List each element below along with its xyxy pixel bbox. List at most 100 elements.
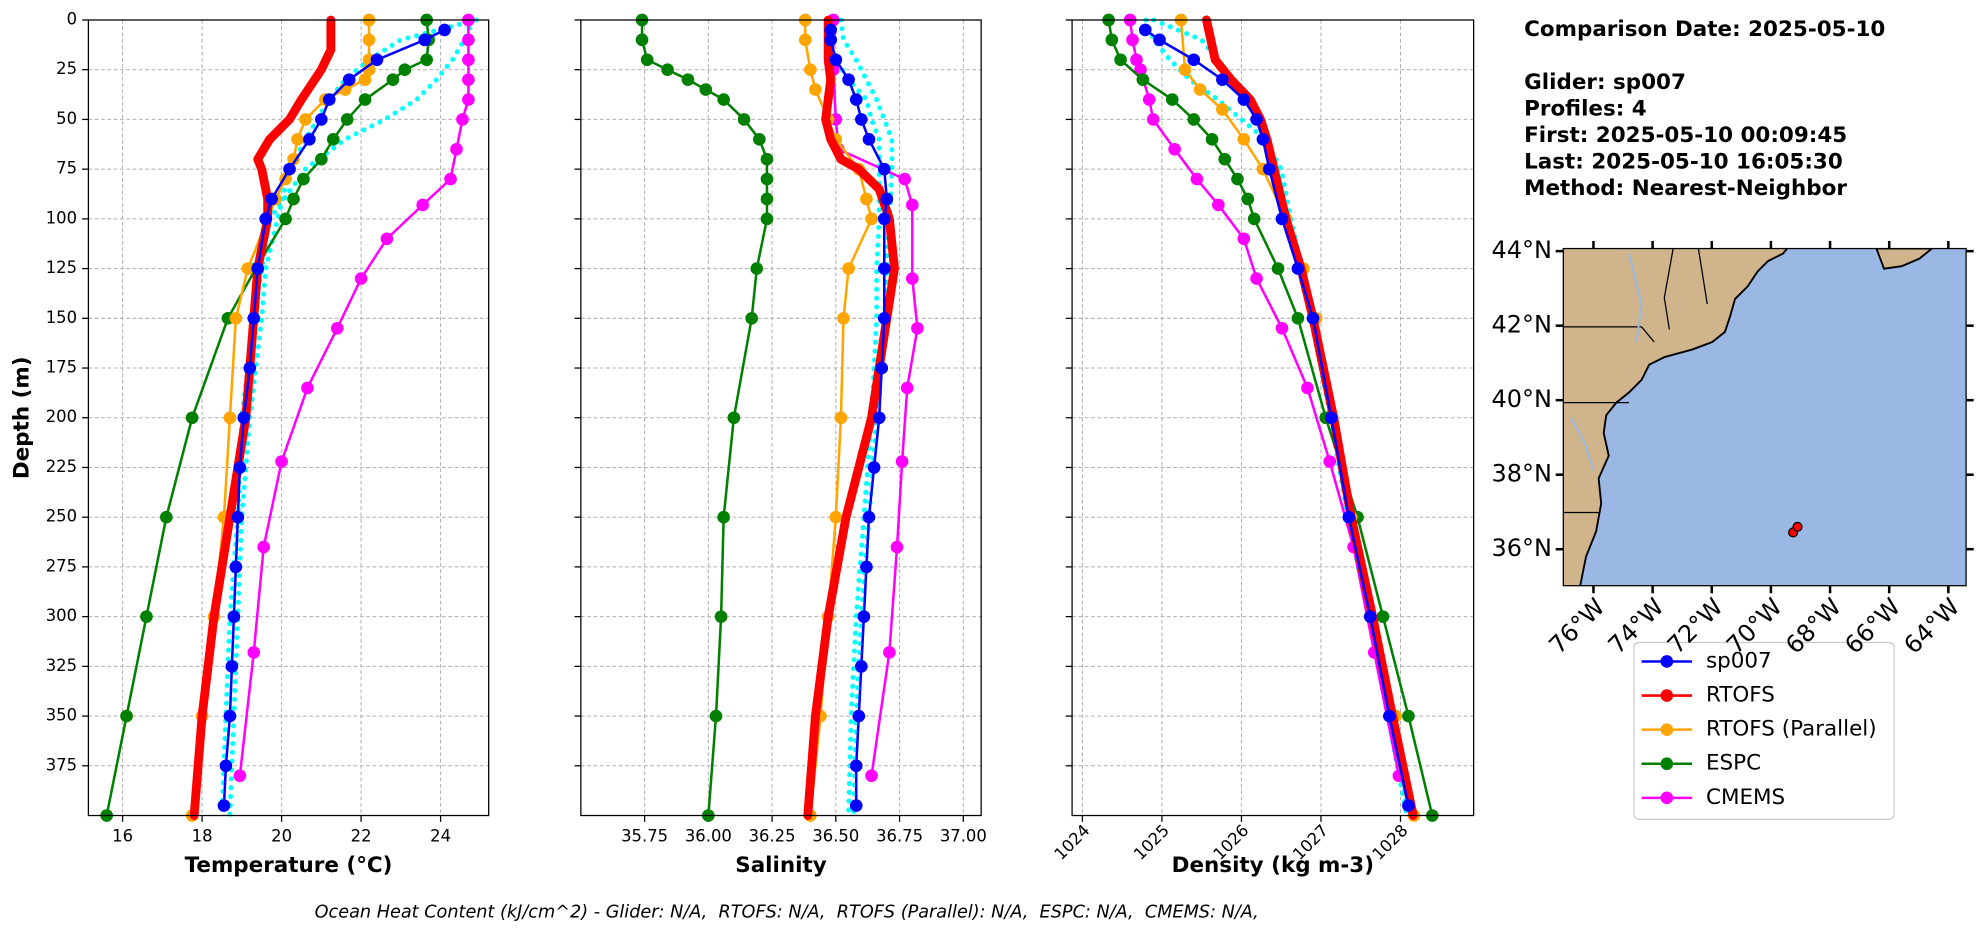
y-tick-label: 44°N: [1491, 236, 1551, 264]
marker: [229, 560, 243, 574]
marker: [1291, 262, 1305, 275]
marker: [243, 361, 257, 375]
marker: [223, 709, 237, 723]
x-tick-label: 16: [112, 826, 133, 845]
marker: [872, 411, 886, 425]
info-line: Glider: sp007: [1524, 70, 1686, 95]
marker: [834, 411, 848, 425]
info-line: Profiles: 4: [1524, 97, 1647, 122]
marker: [1402, 709, 1415, 723]
y-tick-label: 375: [46, 755, 77, 774]
river: [1570, 417, 1595, 472]
y-tick-label: 75: [56, 159, 77, 178]
marker: [714, 610, 728, 623]
marker: [898, 172, 911, 186]
marker: [1241, 192, 1255, 206]
land: [1563, 248, 1789, 586]
marker: [1275, 321, 1289, 335]
series-line: [803, 18, 873, 817]
marker: [398, 63, 412, 77]
marker: [1291, 311, 1305, 325]
marker: [1187, 113, 1201, 126]
border: [1663, 248, 1674, 330]
marker: [1153, 33, 1166, 47]
marker: [1342, 510, 1356, 524]
marker: [225, 660, 239, 673]
y-tick-label: 0: [67, 9, 77, 28]
marker: [717, 93, 730, 106]
marker: [760, 172, 774, 186]
y-tick-label: 275: [46, 556, 77, 575]
marker: [1250, 272, 1263, 285]
marker: [640, 53, 654, 67]
marker: [824, 23, 838, 37]
y-tick-label: 175: [46, 358, 77, 377]
marker: [358, 73, 372, 86]
series-line: [1143, 28, 1410, 807]
marker: [661, 63, 674, 77]
marker: [287, 152, 300, 166]
x-tick-label: 36.50: [812, 826, 859, 845]
y-tick-label: 300: [46, 606, 77, 625]
legend-marker: [1660, 689, 1674, 702]
plot-area: [1102, 13, 1439, 822]
marker: [1105, 33, 1119, 47]
y-tick-label: 50: [56, 109, 77, 128]
x-tick-label: 36.00: [685, 826, 732, 845]
marker: [418, 33, 432, 47]
marker: [635, 33, 649, 47]
x-axis-label: Temperature (°C): [185, 853, 393, 878]
y-tick-label: 25: [56, 59, 77, 78]
border: [1563, 326, 1655, 343]
marker: [159, 510, 173, 524]
x-tick-label: 24: [430, 826, 451, 845]
marker: [279, 212, 292, 226]
marker: [1205, 133, 1219, 146]
marker: [737, 113, 751, 126]
marker: [1237, 232, 1251, 246]
marker: [233, 769, 247, 783]
marker: [837, 311, 850, 325]
legend-box: [1633, 641, 1895, 820]
marker: [798, 33, 812, 47]
x-tick-label: 1024: [1051, 821, 1094, 864]
marker: [1262, 162, 1276, 176]
marker: [842, 262, 855, 275]
marker: [1134, 63, 1147, 77]
marker: [1114, 53, 1127, 67]
marker: [852, 709, 866, 723]
marker: [860, 560, 873, 574]
x-tick-label: 36.75: [876, 826, 923, 845]
marker: [237, 411, 251, 425]
marker: [456, 113, 469, 126]
legend-label: RTOFS (Parallel): [1706, 717, 1877, 742]
info-line: First: 2025-05-10 00:09:45: [1524, 123, 1847, 148]
x-tick-label: 20: [271, 826, 292, 845]
marker: [745, 311, 759, 325]
marker: [1138, 23, 1152, 37]
marker: [1363, 610, 1377, 623]
legend-label: RTOFS: [1706, 683, 1775, 708]
marker: [1402, 799, 1415, 812]
axes-frame: [87, 19, 490, 817]
marker: [259, 212, 272, 226]
legend-label: sp007: [1706, 648, 1772, 673]
marker: [301, 381, 314, 395]
marker: [438, 23, 451, 37]
marker: [760, 152, 774, 166]
marker: [326, 133, 340, 146]
marker: [462, 73, 475, 86]
marker: [911, 321, 924, 335]
marker: [877, 311, 891, 325]
marker: [849, 799, 863, 812]
marker: [824, 33, 838, 47]
info-line: Method: Nearest-Neighbor: [1524, 176, 1847, 201]
marker: [1271, 262, 1285, 275]
marker: [1218, 152, 1232, 166]
y-tick-label: 150: [46, 308, 77, 327]
marker: [354, 272, 368, 285]
glider-position: [1792, 521, 1803, 532]
marker: [1301, 381, 1314, 395]
x-tick-label: 35.75: [621, 826, 668, 845]
info-line: Comparison Date: 2025-05-10: [1524, 17, 1885, 42]
